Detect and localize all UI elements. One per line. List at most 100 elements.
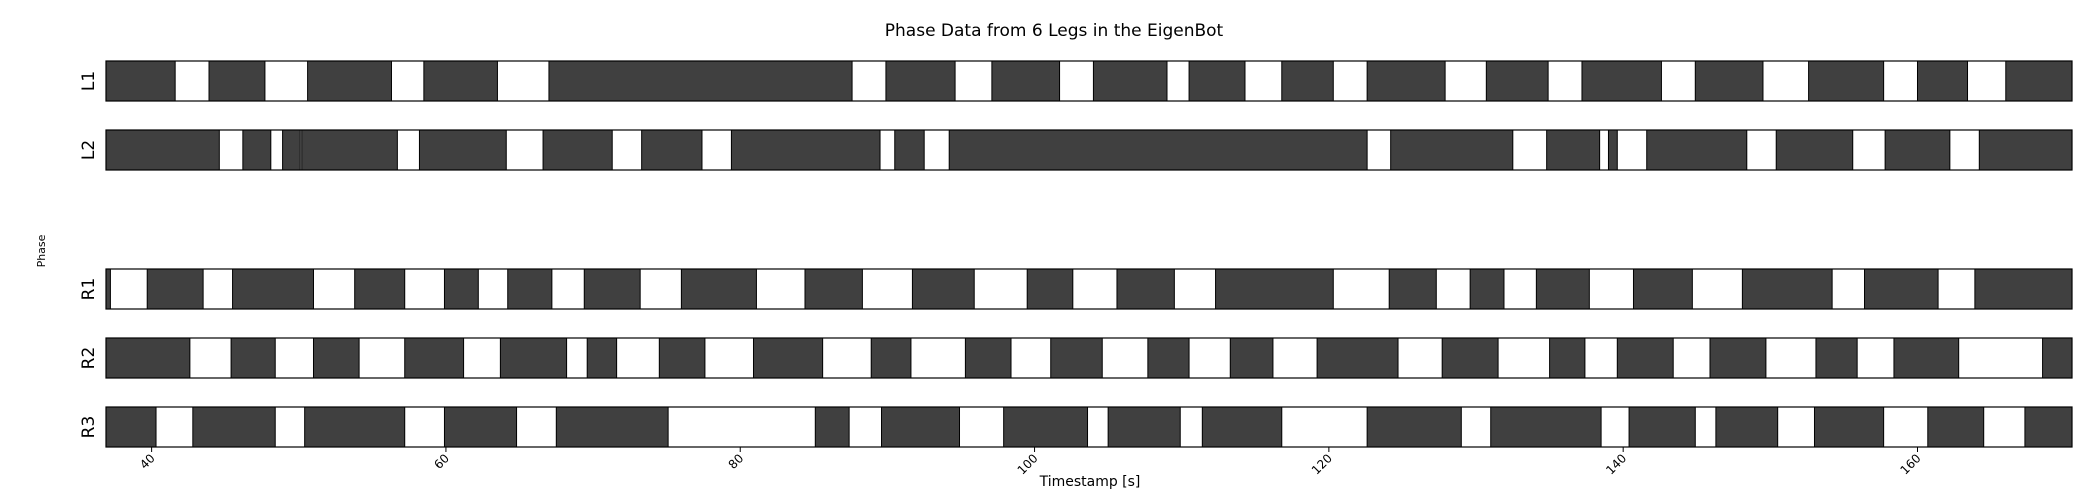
swing-interval	[312, 268, 356, 310]
swing-interval	[270, 129, 284, 171]
swing-interval	[1983, 406, 2026, 448]
swing-interval	[1272, 337, 1318, 379]
swing-interval	[1460, 406, 1492, 448]
swing-interval	[959, 406, 1005, 448]
x-tick-label: 160	[1898, 451, 1924, 477]
x-ticks: 40 60 80 100 120 140 160	[137, 447, 1924, 477]
swing-interval	[1166, 60, 1190, 102]
swing-interval	[1010, 337, 1052, 379]
swing-interval	[1173, 268, 1217, 310]
lane-border	[105, 129, 2073, 171]
swing-interval	[1503, 268, 1537, 310]
x-tick-label: 40	[137, 451, 158, 472]
swing-interval	[274, 406, 306, 448]
swing-interval	[1958, 337, 2044, 379]
swing-interval	[611, 129, 643, 171]
swing-interval	[1765, 337, 1817, 379]
swing-interval	[704, 337, 754, 379]
swing-interval	[1672, 337, 1711, 379]
swing-interval	[1856, 337, 1895, 379]
swing-interval	[1616, 129, 1648, 171]
swing-interval	[1188, 337, 1231, 379]
swing-interval	[1660, 60, 1696, 102]
chart-title: Phase Data from 6 Legs in the EigenBot	[885, 21, 1224, 41]
swing-interval	[358, 337, 406, 379]
swing-interval	[1435, 268, 1471, 310]
leg-label: L1	[79, 71, 99, 91]
lane-l1: L1	[79, 60, 2073, 102]
lane-border	[105, 60, 2073, 102]
lane-l2: L2	[79, 129, 2073, 171]
swing-interval	[404, 406, 445, 448]
swing-interval	[1694, 406, 1717, 448]
swing-interval	[505, 129, 544, 171]
swing-interval	[1588, 268, 1634, 310]
lane-border	[105, 268, 2073, 310]
swing-interval	[264, 60, 309, 102]
swing-interval	[861, 268, 913, 310]
x-tick-label: 140	[1603, 451, 1629, 477]
swing-interval	[299, 129, 303, 171]
swing-interval	[1059, 60, 1094, 102]
swing-interval	[1599, 129, 1609, 171]
swing-interval	[396, 129, 420, 171]
swing-interval	[174, 60, 210, 102]
swing-interval	[404, 268, 445, 310]
swing-interval	[1600, 406, 1630, 448]
leg-label: R2	[79, 347, 99, 370]
swing-interval	[954, 60, 993, 102]
swing-interval	[755, 268, 806, 310]
swing-interval	[851, 60, 887, 102]
swing-interval	[973, 268, 1028, 310]
swing-interval	[202, 268, 234, 310]
lane-border	[105, 406, 2073, 448]
swing-interval	[189, 337, 232, 379]
swing-interval	[1967, 60, 2007, 102]
swing-interval	[1244, 60, 1283, 102]
swing-interval	[218, 129, 244, 171]
lane-r1: R1	[79, 268, 2073, 310]
x-tick-label: 100	[1015, 451, 1041, 477]
x-tick-label: 80	[726, 451, 747, 472]
swing-interval	[1366, 129, 1392, 171]
swing-interval	[1332, 60, 1368, 102]
swing-interval	[701, 129, 732, 171]
leg-lanes: L1 L2 R1 R2 R3	[79, 60, 2073, 448]
swing-interval	[1179, 406, 1203, 448]
swing-interval	[1087, 406, 1109, 448]
swing-interval	[1852, 129, 1886, 171]
swing-interval	[1547, 60, 1583, 102]
x-tick-label: 60	[431, 451, 452, 472]
swing-interval	[477, 268, 509, 310]
swing-interval	[463, 337, 501, 379]
y-axis-label: Phase	[35, 234, 48, 267]
leg-label: R3	[79, 416, 99, 439]
swing-interval	[1332, 268, 1390, 310]
x-axis-label: Timestamp [s]	[1039, 474, 1141, 490]
swing-interval	[848, 406, 883, 448]
stance-band	[106, 130, 2072, 170]
swing-interval	[667, 406, 816, 448]
swing-interval	[496, 60, 550, 102]
lane-border	[105, 337, 2073, 379]
lane-r2: R2	[79, 337, 2073, 379]
swing-interval	[109, 268, 148, 310]
swing-interval	[274, 337, 314, 379]
swing-interval	[1949, 129, 1980, 171]
x-tick-label: 120	[1309, 451, 1335, 477]
swing-interval	[1937, 268, 1976, 310]
swing-interval	[551, 268, 585, 310]
stance-band	[106, 338, 2072, 378]
swing-interval	[1497, 337, 1551, 379]
swing-interval	[155, 406, 194, 448]
swing-interval	[1746, 129, 1777, 171]
swing-interval	[1281, 406, 1368, 448]
swing-interval	[822, 337, 872, 379]
swing-interval	[910, 337, 966, 379]
swing-interval	[1762, 60, 1810, 102]
swing-interval	[879, 129, 896, 171]
swing-interval	[566, 337, 588, 379]
swing-interval	[1397, 337, 1443, 379]
swing-interval	[390, 60, 425, 102]
